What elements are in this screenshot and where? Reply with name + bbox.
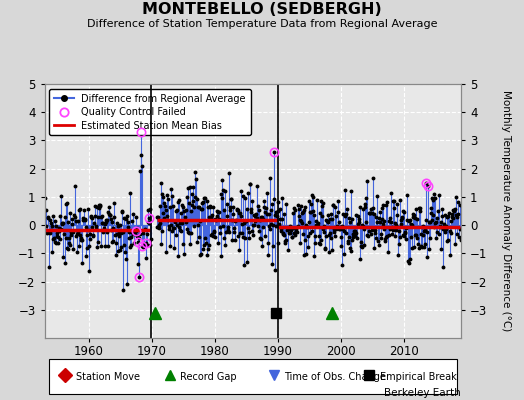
Text: Time of Obs. Change: Time of Obs. Change xyxy=(284,372,386,382)
Text: Difference of Station Temperature Data from Regional Average: Difference of Station Temperature Data f… xyxy=(87,19,437,29)
Bar xyxy=(49,359,457,394)
Legend: Difference from Regional Average, Quality Control Failed, Estimated Station Mean: Difference from Regional Average, Qualit… xyxy=(49,89,251,135)
Text: Station Move: Station Move xyxy=(76,372,140,382)
Text: MONTEBELLO (SEDBERGH): MONTEBELLO (SEDBERGH) xyxy=(142,2,382,17)
Y-axis label: Monthly Temperature Anomaly Difference (°C): Monthly Temperature Anomaly Difference (… xyxy=(501,90,511,332)
Text: Record Gap: Record Gap xyxy=(180,372,236,382)
Text: Berkeley Earth: Berkeley Earth xyxy=(385,388,461,398)
Text: Empirical Break: Empirical Break xyxy=(380,372,456,382)
